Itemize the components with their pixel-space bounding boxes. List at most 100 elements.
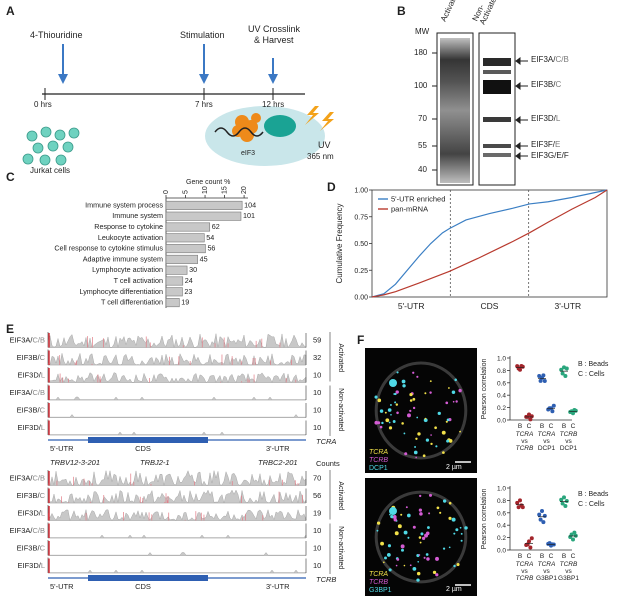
fluorescent-spot [403,432,406,435]
micro2-label-2: TCRB [369,579,389,586]
fluorescent-spot [426,557,430,561]
timeline-diagram [22,44,334,166]
bar-count-label: 56 [207,244,215,253]
cumulative-frequency-chart: 0.00 0.25 0.50 0.75 1.00 5'-UTR CDS 3'-UTR Cumul… [335,188,608,311]
track-row-label: EIF3B/C [17,406,46,415]
gene-isoform-label: TRBJ2-1 [140,458,170,467]
fluorescent-spot [389,404,392,406]
bar-category-label: Response to cytokine [94,222,163,231]
mw-100: 100 [414,81,428,90]
fluorescent-spot [451,517,456,522]
fluorescent-spot [416,571,421,576]
fluorescent-spot [392,420,396,423]
fluorescent-spot [430,442,433,446]
uv-label: UV [318,140,331,150]
group-tick-label: B [518,553,522,560]
fluorescent-spot [435,573,439,577]
fluorescent-spot [376,529,379,532]
bar [165,211,242,221]
fluorescent-spot [441,430,446,435]
fluorescent-spot [414,445,417,448]
fluorescent-spot [416,416,419,419]
data-point [542,513,547,518]
fluorescent-spot [427,526,430,529]
fluorescent-spot [425,553,429,556]
data-point [559,497,564,502]
track-row-label: EIF3A/C/B [10,474,45,483]
fluorescent-spot [419,494,422,498]
data-point [518,498,522,503]
track-count: 56 [313,491,321,500]
fluorescent-spot [412,406,416,410]
comparison-label: TCRB [516,575,534,582]
track-row-label: EIF3A/C/B [10,526,45,535]
coverage-profile [47,333,307,348]
region-label: 3'-UTR [555,301,582,311]
bar [165,200,243,210]
fluorescent-spot [442,547,446,550]
gene-count-bar-chart: 0 5 10 15 20 Immune system process 104 Immune s… [54,186,256,308]
fluorescent-spot [395,564,398,567]
fluorescent-spot [412,371,415,374]
data-point [564,499,569,504]
track-count: 19 [313,509,321,518]
fluorescent-spot [446,439,450,443]
fluorescent-spot [424,392,427,395]
arrow-down-icon [268,74,278,84]
fluorescent-spot [445,420,448,423]
fluorescent-spot [407,413,411,418]
reagent-label: 4-Thiouridine [30,30,83,40]
fluorescent-spot [407,513,411,518]
bar-axis-title: Gene count % [186,179,231,186]
data-point [520,364,525,369]
fluorescent-spot [459,526,462,529]
coverage-profile [47,396,307,401]
bar-count-label: 45 [200,254,208,263]
fluorescent-spot [460,539,463,542]
comparison-label: DCP1 [538,445,556,452]
fluorescent-spot [416,375,419,378]
fluorescent-spot [417,432,421,436]
gene-axis-3utr: 3'-UTR [266,582,290,591]
mw-55: 55 [418,141,427,150]
panel-label-f: F [357,333,365,347]
fluorescent-spot [381,421,384,425]
arrow-down-icon [58,74,68,84]
fluorescent-spot [384,556,387,560]
y-tick-label: 0.8 [497,498,506,505]
fluorescent-spot [423,556,426,559]
comparison-label: TCRA [516,431,534,438]
fluorescent-spot [400,544,405,549]
micro1-label-1: TCRA [369,449,389,456]
data-point [537,512,542,517]
fluorescent-spot [448,516,452,520]
fluorescent-spot [455,528,459,532]
bar-x-tick-label: 15 [222,186,229,194]
lightning-icon [305,106,319,125]
track-row-label: EIF3D/L [17,509,45,518]
fluorescent-spot [396,558,400,561]
fluorescent-spot [424,417,427,420]
fluorescent-spot [455,400,458,403]
data-point [538,517,543,522]
data-point [541,373,546,378]
comparison-label: TCRA [538,561,556,568]
comparison-label: vs [543,438,550,445]
fluorescent-spot [393,518,397,522]
fluorescent-spot [446,418,450,422]
fluorescent-spot [448,501,452,505]
cell-nucleus [264,115,296,137]
bar-x-tick-label: 10 [202,186,209,194]
fluorescent-spot [395,403,399,406]
track-row-label: EIF3D/L [17,371,45,380]
fluorescent-spot [404,452,408,456]
eif3-label: eIF3 [241,150,256,157]
group-tick-label: B [540,423,544,430]
fluorescent-spot [397,524,402,529]
track-count: 10 [313,561,321,570]
bar-category-label: Immune system process [85,200,163,209]
mw-180: 180 [414,48,428,57]
legend-label: 5'-UTR enriched [391,195,445,204]
lightning-icon [320,112,334,131]
